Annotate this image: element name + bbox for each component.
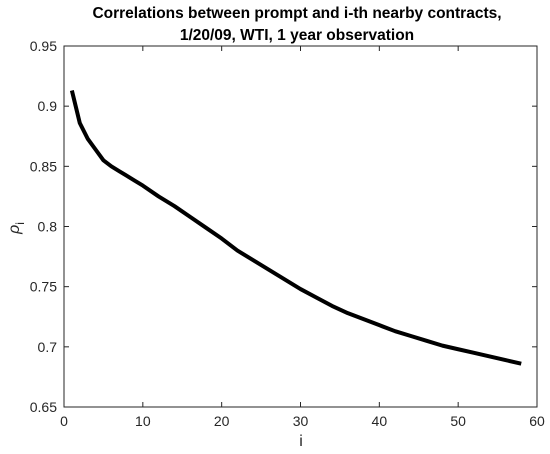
plot-area: 0 10 20 30 40 50 60 0.65 0.7 0.75 0.8 0.85 0.9 0.95 (30, 38, 545, 429)
x-tick-label-60: 60 (529, 413, 545, 429)
y-tick-label-0.7: 0.7 (38, 339, 58, 355)
y-tick-label-0.9: 0.9 (38, 98, 58, 114)
chart-title-line-2: 1/20/09, WTI, 1 year observation (180, 27, 414, 44)
x-tick-label-0: 0 (60, 413, 68, 429)
x-tick-label-30: 30 (293, 413, 309, 429)
y-tick-label-0.65: 0.65 (30, 399, 57, 415)
x-tick-label-10: 10 (135, 413, 151, 429)
x-tick-label-20: 20 (214, 413, 230, 429)
x-tick-label-40: 40 (372, 413, 388, 429)
y-tick-label-0.85: 0.85 (30, 158, 57, 174)
y-axis-label-subscript: i (13, 222, 27, 225)
y-tick-label-0.95: 0.95 (30, 38, 57, 54)
y-tick-label-0.75: 0.75 (30, 279, 57, 295)
x-axis-label: i (299, 433, 303, 450)
y-axis-label-rho: ρ (6, 225, 23, 235)
y-tick-label-0.8: 0.8 (38, 219, 58, 235)
series-line-0 (69, 90, 522, 366)
chart-title-line-1: Correlations between prompt and i-th nea… (92, 5, 501, 22)
y-axis-label: ρi (6, 222, 27, 235)
x-tick-label-50: 50 (450, 413, 466, 429)
